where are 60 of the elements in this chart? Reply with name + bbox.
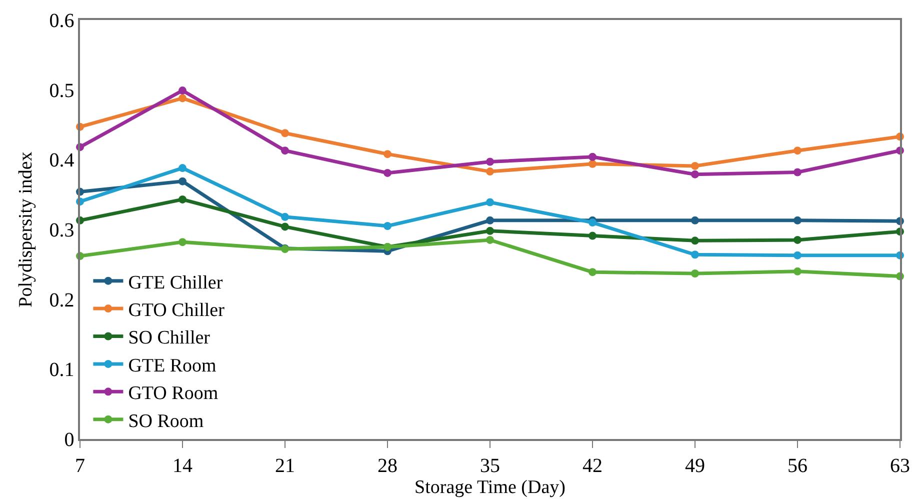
point [178, 164, 186, 172]
y-tick-label: 0.4 [49, 150, 74, 172]
point [794, 267, 802, 276]
point [691, 216, 699, 224]
legend-label: GTO Chiller [128, 300, 226, 321]
point [794, 168, 802, 176]
point [794, 146, 802, 155]
point [794, 236, 802, 244]
point [178, 195, 186, 204]
x-axis-title: Storage Time (Day) [414, 477, 566, 498]
x-tick-label: 35 [480, 454, 500, 477]
y-tick-label: 0.2 [49, 289, 74, 312]
point [178, 86, 186, 95]
point [588, 268, 596, 276]
point [486, 226, 494, 235]
point [178, 177, 186, 186]
point [486, 168, 494, 176]
point [281, 222, 289, 231]
x-tick-label: 21 [275, 454, 295, 477]
point [281, 129, 289, 138]
x-tick-label: 49 [685, 454, 705, 477]
legend-label: GTE Chiller [128, 272, 224, 294]
y-tick-label: 0.5 [49, 80, 74, 102]
point [281, 146, 289, 155]
point [691, 170, 699, 178]
point [384, 150, 392, 158]
y-tick-label: 0.3 [49, 220, 74, 242]
point [794, 251, 802, 260]
point [691, 250, 699, 259]
x-tick-label: 14 [172, 454, 192, 477]
point [691, 270, 699, 278]
point [384, 222, 392, 230]
point [281, 212, 289, 221]
point [588, 152, 596, 161]
y-tick-label: 0 [64, 429, 74, 451]
x-tick-label: 28 [378, 454, 398, 477]
x-tick-label: 7 [75, 454, 85, 477]
x-tick-label: 42 [582, 454, 602, 477]
point [588, 160, 596, 168]
point [486, 216, 494, 224]
point [486, 198, 494, 206]
legend-label: SO Room [128, 410, 204, 432]
point [691, 236, 699, 245]
x-tick-label: 63 [890, 454, 910, 477]
point [588, 232, 596, 240]
point [794, 216, 802, 224]
legend-label: GTE Room [128, 355, 217, 376]
y-tick-label: 0.1 [49, 359, 74, 382]
point [486, 236, 494, 244]
point [691, 162, 699, 170]
point [178, 238, 186, 246]
y-axis-title: Polydispersity index [16, 151, 37, 308]
x-tick-label: 56 [788, 454, 808, 477]
point [588, 218, 596, 227]
legend-label: SO Chiller [128, 328, 211, 349]
point [384, 168, 392, 177]
legend-label: GTO Room [128, 383, 218, 404]
y-tick-label: 0.6 [49, 10, 74, 32]
point [486, 158, 494, 166]
point [178, 94, 186, 102]
